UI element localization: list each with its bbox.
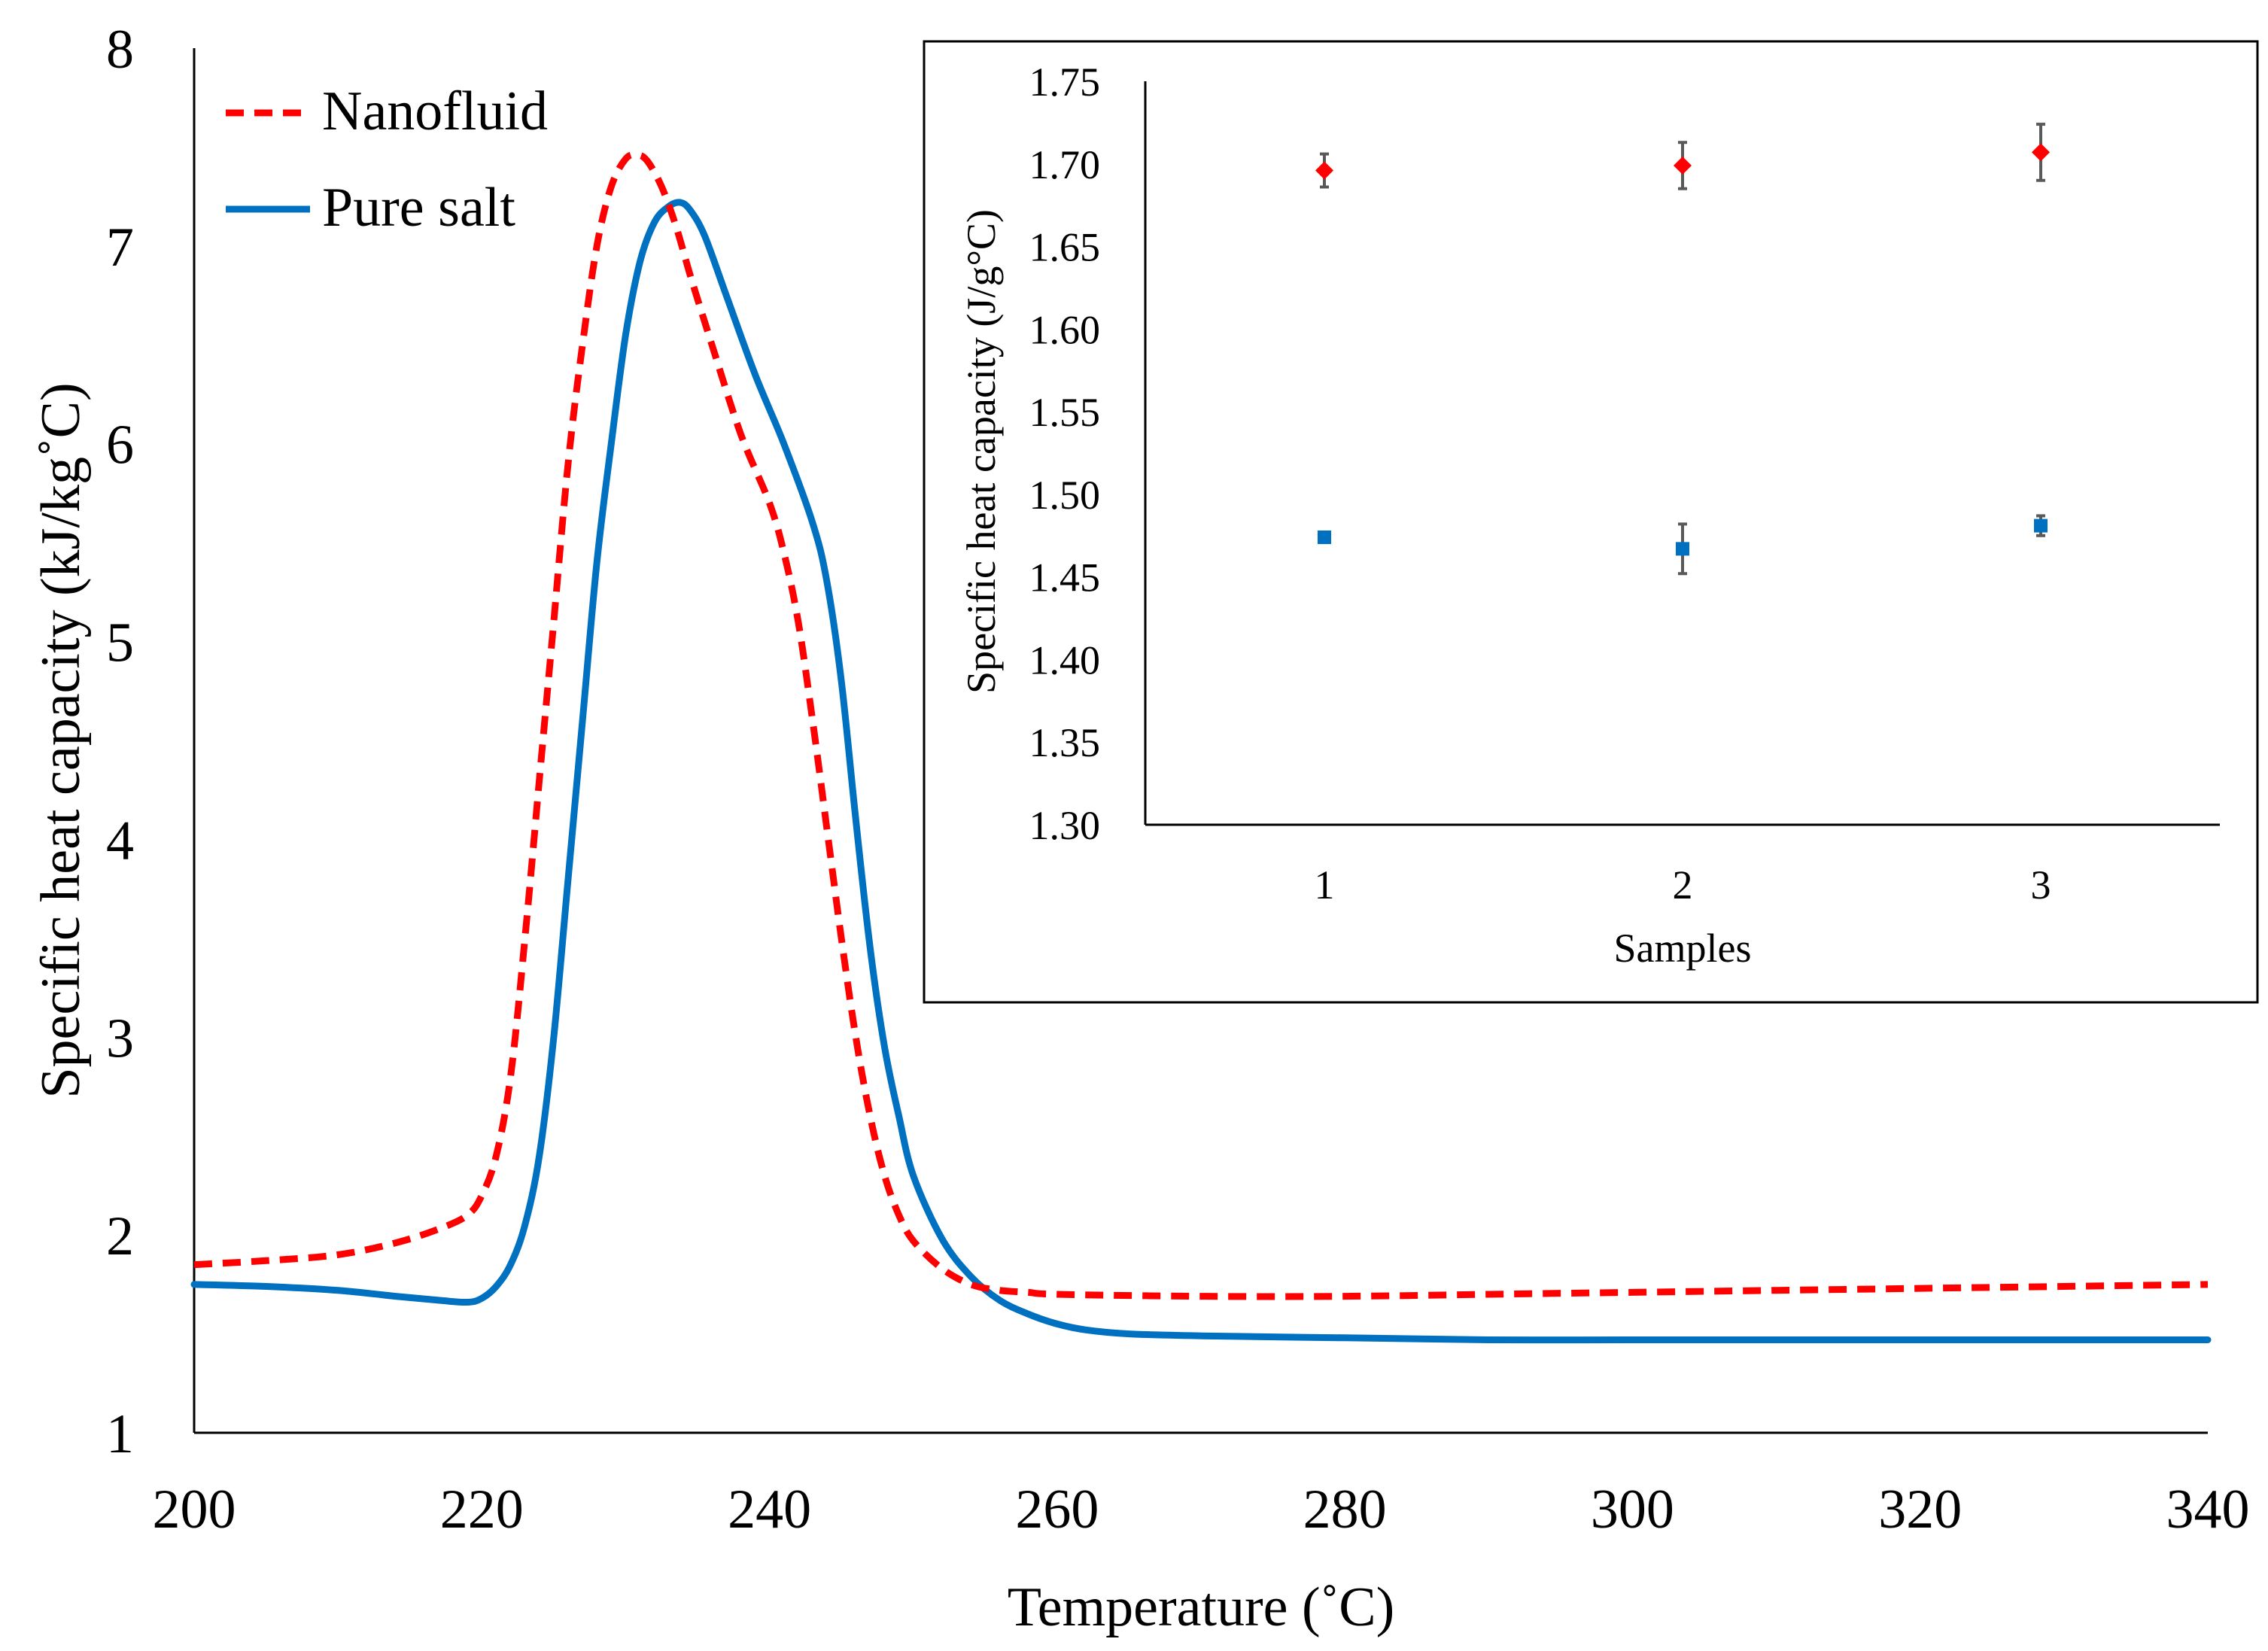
inset-chart: 1.30 1.35 1.40 1.45 1.50 1.55 1.60 1.65 1.70 1.75… (923, 40, 2259, 1004)
nanofluid-point (1315, 161, 1333, 180)
inset-y-tick-labels: 1.30 1.35 1.40 1.45 1.50 1.55 1.60 1.65 1.70 1.75 (1029, 59, 1101, 848)
main-y-tick-label: 1 (106, 1403, 134, 1465)
main-x-tick-label: 240 (728, 1479, 811, 1540)
main-x-tick-label: 280 (1303, 1479, 1387, 1540)
main-y-axis-title: Specific heat capacity (kJ/kg˚C) (30, 382, 92, 1098)
main-x-axis-title: Temperature (˚C) (1008, 1577, 1395, 1638)
legend-nanofluid-label: Nanofluid (322, 81, 548, 142)
inset-x-tick-label: 2 (1673, 862, 1693, 908)
main-y-tick-label: 6 (106, 415, 134, 476)
inset-y-axis-title: Specific heat capacity (J/g°C) (959, 209, 1004, 694)
inset-y-tick-label: 1.30 (1029, 803, 1101, 848)
main-y-tick-label: 5 (106, 613, 134, 674)
inset-x-tick-label: 3 (2031, 862, 2051, 908)
inset-y-tick-label: 1.70 (1029, 142, 1101, 187)
main-x-tick-label: 220 (440, 1479, 524, 1540)
inset-y-tick-label: 1.45 (1029, 555, 1101, 601)
main-y-tick-label: 7 (106, 217, 134, 278)
inset-series-group (1315, 123, 2050, 576)
inset-y-tick-label: 1.65 (1029, 225, 1101, 270)
pure-salt-point (1318, 530, 1331, 544)
main-y-tick-label: 4 (106, 810, 134, 871)
inset-y-tick-label: 1.55 (1029, 390, 1101, 435)
pure-salt-point (2034, 518, 2048, 533)
inset-x-tick-label: 1 (1315, 862, 1335, 908)
legend-pure-salt-label: Pure salt (322, 177, 515, 239)
inset-y-tick-label: 1.40 (1029, 637, 1101, 683)
inset-frame (923, 40, 2259, 1004)
inset-y-tick-label: 1.50 (1029, 473, 1101, 518)
main-x-tick-label: 200 (153, 1479, 236, 1540)
nanofluid-line (193, 151, 2209, 1300)
nanofluid-point (1674, 156, 1692, 175)
inset-x-axis-title: Samples (1614, 926, 1752, 971)
main-x-tick-label: 300 (1591, 1479, 1674, 1540)
pure-salt-line (190, 199, 2212, 1344)
main-x-tick-label: 340 (2166, 1479, 2250, 1540)
main-y-tick-label: 8 (106, 19, 134, 81)
main-x-tick-label: 320 (1878, 1479, 1962, 1540)
legend: Nanofluid Pure salt (226, 81, 548, 239)
inset-x-tick-labels: 1 2 3 (1315, 862, 2051, 908)
pure-salt-point (1676, 542, 1689, 556)
main-chart: 1 2 3 4 5 6 7 8 200 220 240 260 280 300 320 340 Temper… (30, 19, 2250, 1638)
main-series-group (190, 151, 2212, 1344)
main-x-tick-label: 260 (1015, 1479, 1099, 1540)
inset-y-tick-label: 1.75 (1029, 59, 1101, 105)
nanofluid-point (2032, 143, 2050, 162)
main-x-tick-labels: 200 220 240 260 280 300 320 340 (153, 1479, 2250, 1540)
inset-y-tick-label: 1.60 (1029, 307, 1101, 352)
main-y-tick-label: 3 (106, 1008, 134, 1069)
main-y-tick-labels: 1 2 3 4 5 6 7 8 (106, 19, 134, 1465)
inset-y-tick-label: 1.35 (1029, 720, 1101, 765)
main-y-tick-label: 2 (106, 1206, 134, 1267)
